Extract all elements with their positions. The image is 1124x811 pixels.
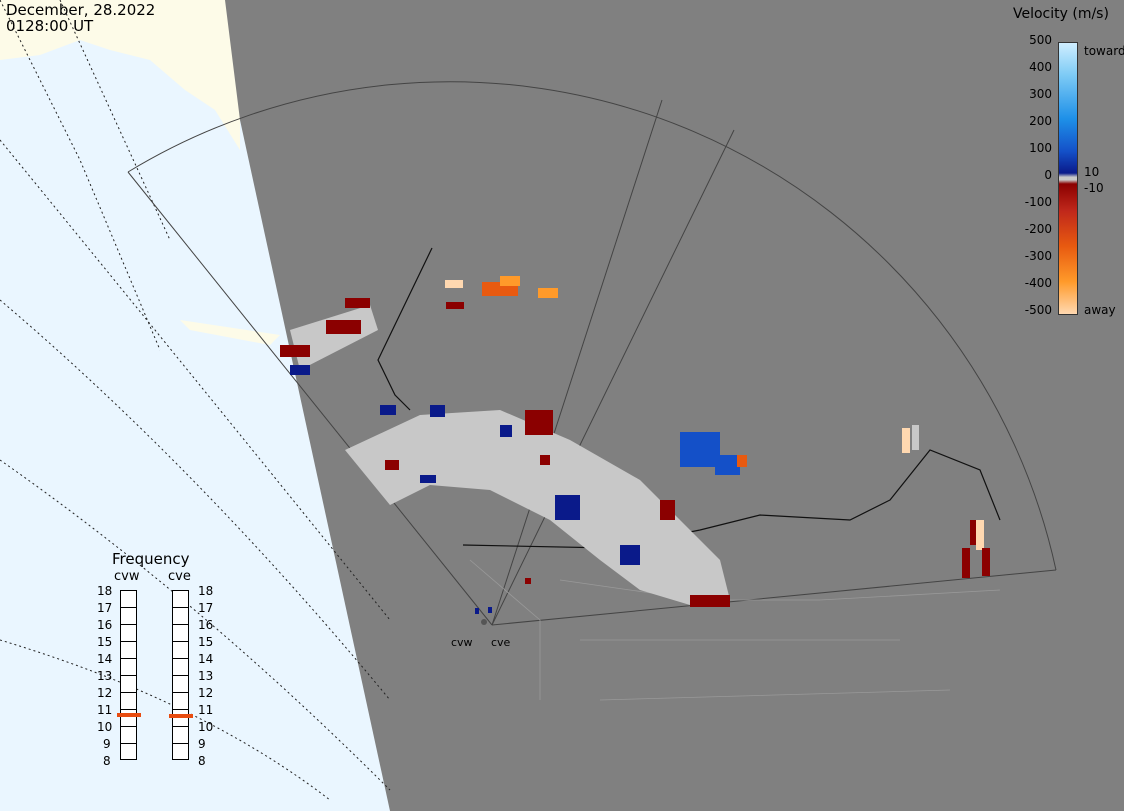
- time-label: 0128:00 UT: [6, 17, 94, 35]
- freq-marker-cvw: [117, 713, 141, 717]
- vtick-0: 0: [1044, 168, 1052, 182]
- freq-bar-cvw: [120, 590, 137, 760]
- freq-level: 18: [97, 584, 113, 598]
- freq-level: 9: [103, 737, 111, 751]
- vtick-200: 200: [1029, 114, 1052, 128]
- vtick-400: 400: [1029, 60, 1052, 74]
- freq-level: 17: [97, 601, 113, 615]
- freq-marker-cve: [169, 714, 193, 718]
- state-lines: [469, 559, 1001, 701]
- freq-level: 10: [198, 720, 214, 734]
- freq-level: 16: [97, 618, 113, 632]
- aleutian-land: [180, 320, 280, 345]
- velocity-scale-title: Velocity (m/s): [1013, 6, 1109, 22]
- radar-site-marker: [481, 619, 487, 625]
- freq-level: 10: [97, 720, 113, 734]
- freq-level: 16: [198, 618, 214, 632]
- vtick-300: 300: [1029, 87, 1052, 101]
- freq-level: 12: [97, 686, 113, 700]
- plus10-label: 10: [1084, 165, 1100, 179]
- freq-level: 9: [198, 737, 206, 751]
- freq-level: 14: [198, 652, 214, 666]
- freq-level: 15: [198, 635, 214, 649]
- away-label: away: [1084, 303, 1116, 317]
- freq-col-label-cvw: cvw: [114, 569, 140, 584]
- fan-outline: [127, 81, 1057, 626]
- vtick-neg200: -200: [1024, 222, 1052, 236]
- velocity-colorbar: [1058, 42, 1078, 315]
- freq-col-label-cve: cve: [168, 569, 191, 584]
- vtick-neg300: -300: [1024, 249, 1052, 263]
- freq-level: 11: [97, 703, 113, 717]
- freq-level: 17: [198, 601, 214, 615]
- freq-level: 13: [198, 669, 214, 683]
- vtick-100: 100: [1029, 141, 1052, 155]
- freq-level: 18: [198, 584, 214, 598]
- alaska-land: [0, 0, 240, 150]
- freq-level: 8: [103, 754, 111, 768]
- night-region: [225, 0, 1124, 811]
- freq-level: 15: [97, 635, 113, 649]
- radar-label-cve: cve: [491, 636, 511, 649]
- velocity-cells: [280, 276, 990, 614]
- freq-level: 8: [198, 754, 206, 768]
- minus10-label: -10: [1084, 181, 1104, 195]
- freq-level: 14: [97, 652, 113, 666]
- frequency-title: Frequency: [112, 550, 190, 568]
- vtick-neg400: -400: [1024, 276, 1052, 290]
- toward-label: toward: [1084, 44, 1124, 58]
- vtick-neg100: -100: [1024, 195, 1052, 209]
- vtick-neg500: -500: [1024, 303, 1052, 317]
- radar-label-cvw: cvw: [451, 636, 473, 649]
- date-label: December, 28.2022: [6, 1, 156, 19]
- vtick-500: 500: [1029, 33, 1052, 47]
- freq-bar-cve: [172, 590, 189, 760]
- freq-level: 11: [198, 703, 214, 717]
- freq-level: 12: [198, 686, 214, 700]
- freq-level: 13: [97, 669, 113, 683]
